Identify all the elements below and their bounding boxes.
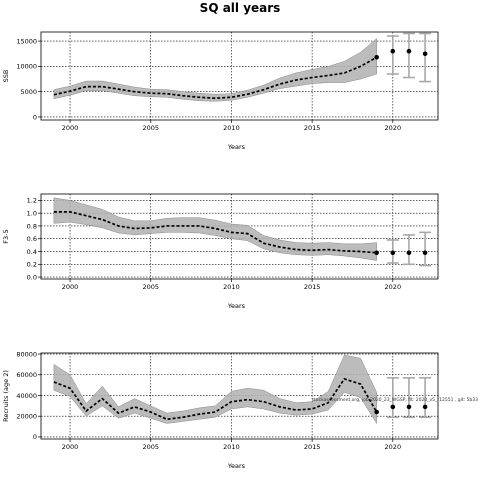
fbar-ytick-label: 0.4 (27, 248, 37, 256)
recruits-last-point (374, 409, 379, 415)
figure-title: SQ all years (200, 1, 281, 15)
recruits-forecast-point (390, 404, 396, 410)
fbar-ytick-label: 0.2 (27, 261, 37, 269)
fbar-ytick-label: 0.8 (27, 222, 37, 230)
fbar-forecast-point (390, 250, 396, 256)
ssb-plot-frame (40, 31, 439, 121)
fbar-forecast-point (406, 250, 412, 256)
fbar-xtick-label: 2005 (142, 283, 159, 291)
recruits-panel: 2000 2005 2010 2015 2020 0 20000 40000 60000 8000… (2, 350, 439, 470)
ssb-ytick-label: 15000 (16, 37, 37, 45)
fbar-yaxis-label: F3-5 (2, 229, 10, 243)
ssb-xtick-label: 2005 (142, 124, 159, 132)
recruits-xtick-label: 2015 (304, 443, 321, 451)
ssb-xaxis-label: Years (227, 143, 246, 151)
recruits-ytick-label: 60000 (16, 371, 37, 379)
ssb-forecast-point (406, 48, 412, 54)
ssb-last-point (374, 54, 379, 60)
fbar-ytick-label: 0.0 (27, 273, 37, 281)
recruits-ytick-label: 0 (33, 433, 37, 441)
fbar-xaxis-label: Years (227, 302, 246, 310)
ssb-xtick-label: 2000 (62, 124, 79, 132)
ssb-ytick-label: 0 (33, 113, 37, 121)
fbar-xtick-label: 2000 (62, 283, 79, 291)
stockassessment-note: stockassessment.org, job 2020_23_WGSP, f… (312, 397, 478, 403)
recruits-xaxis-label: Years (227, 462, 246, 470)
recruits-ytick-label: 20000 (16, 413, 37, 421)
recruits-xtick-label: 2000 (62, 443, 79, 451)
ssb-xtick-label: 2015 (304, 124, 321, 132)
ssb-xtick-label: 2010 (223, 124, 240, 132)
ssb-confidence-band (53, 38, 377, 102)
fbar-last-point (374, 250, 379, 256)
fbar-confidence-band (53, 197, 377, 261)
fbar-plot-frame (40, 193, 439, 280)
recruits-forecast-point (406, 404, 412, 410)
recruits-xtick-label: 2010 (223, 443, 240, 451)
recruits-forecast-point (422, 404, 428, 410)
ssb-forecast-point (390, 48, 396, 54)
fbar-xtick-label: 2020 (385, 283, 402, 291)
recruits-plot-frame (40, 352, 439, 440)
fbar-panel: 2000 2005 2010 2015 2020 0.0 0.2 0.4 0.6 0.8 1.0 1.… (2, 193, 439, 310)
fbar-ytick-label: 1.2 (27, 197, 37, 205)
panels: 2000 2005 2010 2015 2020 0 5000 10000 15000 Years… (2, 31, 478, 470)
recruits-series-line (53, 377, 378, 421)
fbar-forecast-point (422, 250, 428, 256)
fbar-ytick-label: 1.0 (27, 209, 37, 217)
fbar-xtick-label: 2010 (223, 283, 240, 291)
recruits-yaxis-label: Recruits (age 2) (2, 370, 10, 422)
ssb-yaxis-label: SSB (2, 70, 10, 83)
recruits-xtick-label: 2005 (142, 443, 159, 451)
recruits-ytick-label: 40000 (16, 392, 37, 400)
recruits-confidence-band (53, 354, 377, 425)
ssb-xtick-label: 2020 (385, 124, 402, 132)
fbar-ytick-label: 0.6 (27, 235, 37, 243)
fbar-xtick-label: 2015 (304, 283, 321, 291)
ssb-ytick-label: 5000 (20, 88, 37, 96)
recruits-ytick-label: 80000 (16, 350, 37, 358)
ssb-panel: 2000 2005 2010 2015 2020 0 5000 10000 15000 Years… (2, 31, 439, 151)
ssb-ytick-label: 10000 (16, 63, 37, 71)
ssb-forecast-point (422, 51, 428, 57)
recruits-xtick-label: 2020 (385, 443, 402, 451)
fbar-series-line (53, 211, 377, 254)
